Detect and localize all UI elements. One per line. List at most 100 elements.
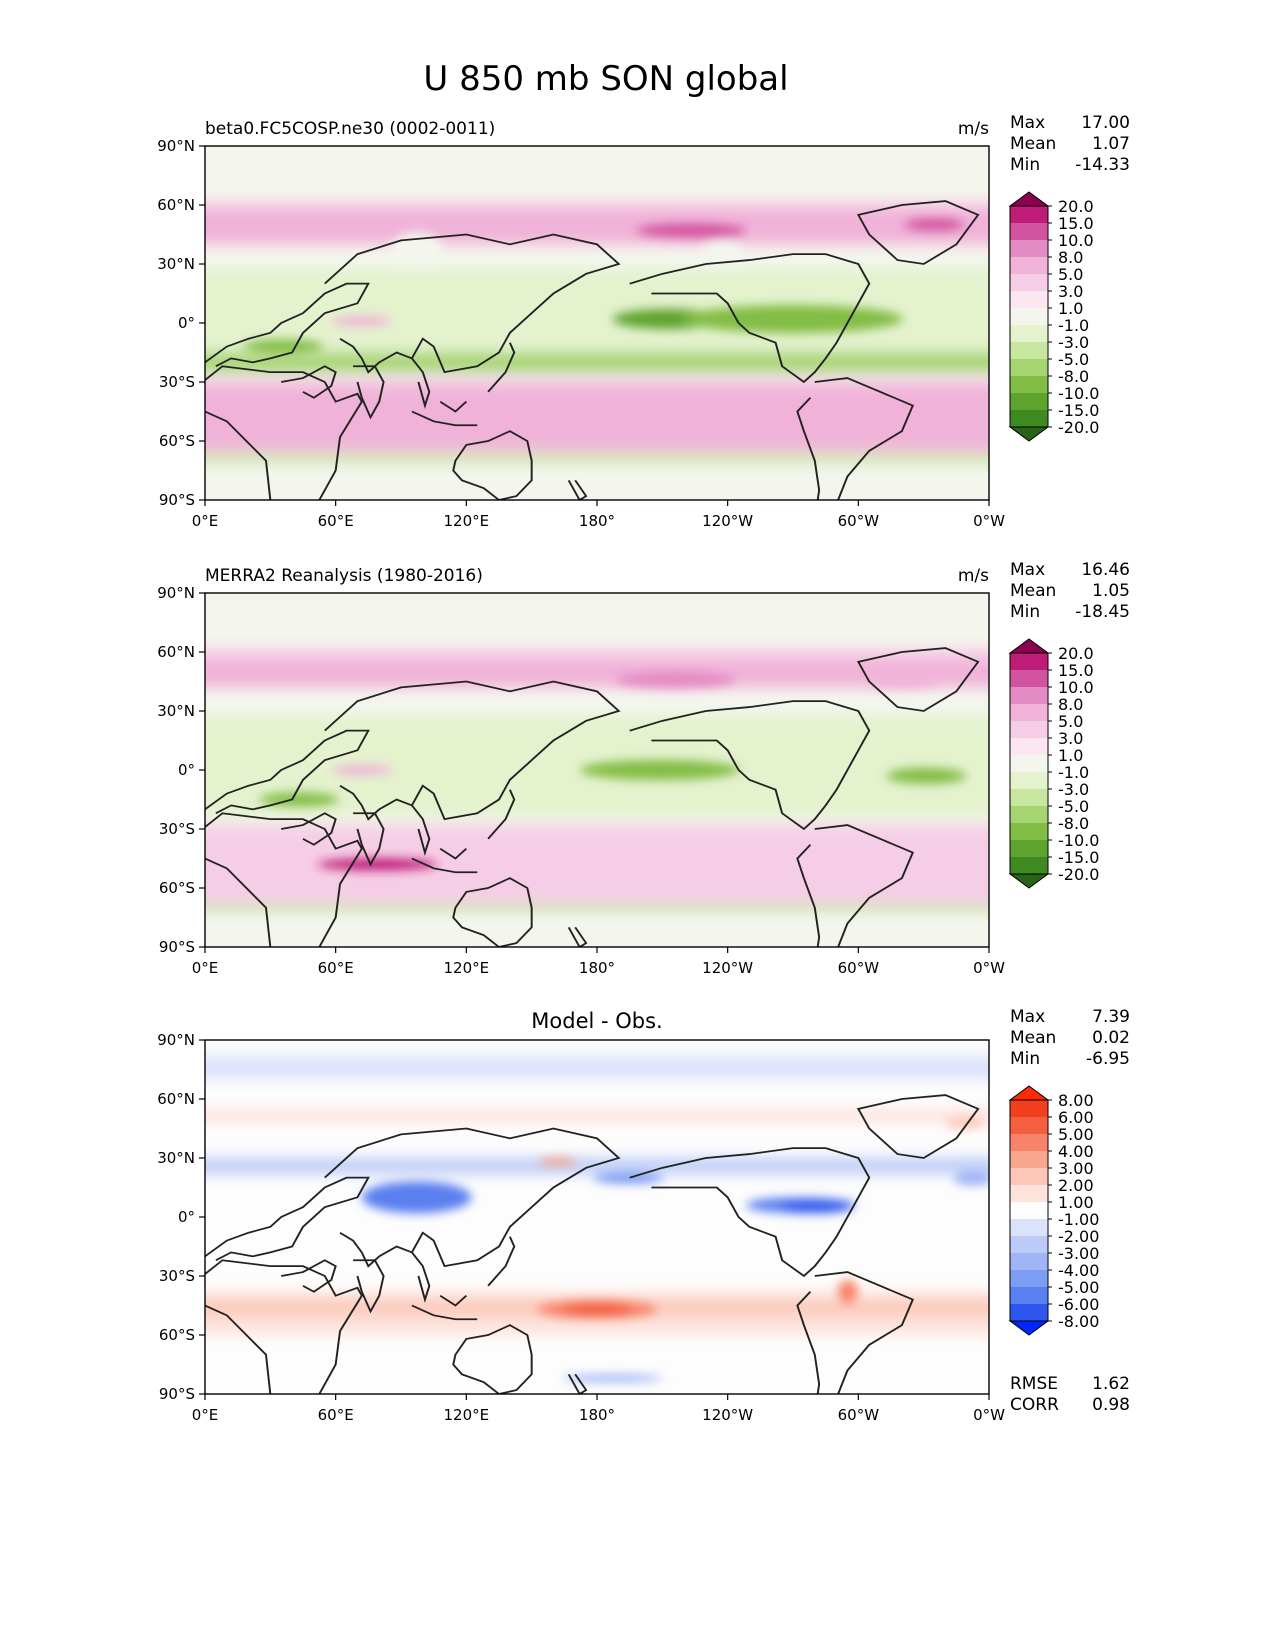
stat-label: Mean (1010, 134, 1056, 154)
panel-left-title: beta0.FC5COSP.ne30 (0002-0011) (205, 119, 495, 139)
lat-tick-label: 30°N (157, 702, 195, 720)
lon-tick-label: 120°W (702, 1406, 753, 1424)
lon-tick-label: 60°W (838, 512, 880, 530)
colorbar-label: 8.0 (1058, 248, 1083, 267)
colorbar: 20.015.010.08.05.03.01.0-1.0-3.0-5.0-8.0… (1008, 191, 1099, 442)
stat-value: 1.05 (1092, 581, 1130, 601)
panel-model-climatology: 90°N 60°N 30°N 0° 30°S 60°S 90°S 0°E 60°E 120°E 18… (157, 113, 1130, 530)
colorbar-label: 10.0 (1058, 678, 1094, 697)
lon-tick-label: 60°E (318, 959, 354, 977)
stat-value: 7.39 (1092, 1007, 1130, 1027)
colorbar-label: -15.0 (1058, 401, 1099, 420)
panel-left-title: MERRA2 Reanalysis (1980-2016) (205, 566, 483, 586)
colorbar-label: -20.0 (1058, 418, 1099, 437)
lat-tick-label: 30°S (159, 820, 195, 838)
colorbar-label: -1.0 (1058, 316, 1089, 335)
colorbar-label: 8.0 (1058, 695, 1083, 714)
map-field (205, 146, 989, 500)
stat-value: 17.00 (1081, 113, 1130, 133)
lon-tick-label: 0°E (192, 1406, 219, 1424)
lon-tick-label: 0°W (973, 512, 1005, 530)
lon-tick-label: 60°E (318, 1406, 354, 1424)
lon-tick-label: 60°W (838, 1406, 880, 1424)
lon-tick-label: 120°E (444, 512, 490, 530)
stat-label: Min (1010, 602, 1040, 622)
panel-units: m/s (958, 119, 989, 139)
colorbar-label: 1.00 (1058, 1193, 1094, 1212)
lat-tick-label: 90°S (159, 1385, 195, 1403)
stat-label: CORR (1010, 1395, 1059, 1415)
lon-tick-label: 180° (579, 959, 615, 977)
lat-tick-label: 60°N (157, 1090, 195, 1108)
stat-label: Min (1010, 1049, 1040, 1069)
lat-tick-label: 90°N (157, 137, 195, 155)
stat-value: 16.46 (1081, 560, 1130, 580)
colorbar-label: -8.00 (1058, 1312, 1099, 1331)
lat-tick-label: 60°S (159, 879, 195, 897)
colorbar-label: 15.0 (1058, 214, 1094, 233)
figure-title: U 850 mb SON global (423, 59, 788, 99)
colorbar-label: -4.00 (1058, 1261, 1099, 1280)
colorbar-label: -2.00 (1058, 1227, 1099, 1246)
stat-label: Mean (1010, 1028, 1056, 1048)
colorbar-label: -8.0 (1058, 367, 1089, 386)
colorbar-label: -6.00 (1058, 1295, 1099, 1314)
colorbar: 20.015.010.08.05.03.01.0-1.0-3.0-5.0-8.0… (1008, 638, 1099, 889)
colorbar-label: -5.0 (1058, 350, 1089, 369)
stat-label: Max (1010, 1007, 1045, 1027)
colorbar-label: 8.00 (1058, 1091, 1094, 1110)
colorbar-label: -15.0 (1058, 848, 1099, 867)
colorbar-label: -10.0 (1058, 384, 1099, 403)
colorbar-label: 4.00 (1058, 1142, 1094, 1161)
lon-tick-label: 180° (579, 512, 615, 530)
colorbar-label: -5.00 (1058, 1278, 1099, 1297)
lon-tick-label: 0°E (192, 959, 219, 977)
stat-label: RMSE (1010, 1374, 1058, 1394)
lat-tick-label: 30°N (157, 255, 195, 273)
lat-tick-label: 0° (178, 314, 195, 332)
stat-label: Max (1010, 560, 1045, 580)
stat-value: -6.95 (1086, 1049, 1130, 1069)
lat-tick-label: 30°S (159, 1267, 195, 1285)
lat-tick-label: 0° (178, 761, 195, 779)
lat-tick-label: 0° (178, 1208, 195, 1226)
lat-tick-label: 60°S (159, 432, 195, 450)
lat-tick-label: 90°N (157, 1031, 195, 1049)
stat-label: Min (1010, 155, 1040, 175)
lat-tick-label: 90°S (159, 938, 195, 956)
lon-tick-label: 120°W (702, 512, 753, 530)
stat-value: 1.62 (1092, 1374, 1130, 1394)
lon-tick-label: 120°E (444, 1406, 490, 1424)
stat-value: -14.33 (1075, 155, 1130, 175)
colorbar-label: -1.0 (1058, 763, 1089, 782)
colorbar-label: 1.0 (1058, 299, 1083, 318)
lon-tick-label: 0°E (192, 512, 219, 530)
colorbar-label: -5.0 (1058, 797, 1089, 816)
colorbar-label: 20.0 (1058, 197, 1094, 216)
stat-label: Max (1010, 113, 1045, 133)
lat-tick-label: 60°N (157, 196, 195, 214)
colorbar-label: -8.0 (1058, 814, 1089, 833)
colorbar-label: 5.0 (1058, 712, 1083, 731)
panel-units: m/s (958, 566, 989, 586)
colorbar-label: 5.00 (1058, 1125, 1094, 1144)
lon-tick-label: 60°W (838, 959, 880, 977)
colorbar-label: -3.0 (1058, 780, 1089, 799)
stat-value: 1.07 (1092, 134, 1130, 154)
lat-tick-label: 90°N (157, 584, 195, 602)
stat-value: 0.02 (1092, 1028, 1130, 1048)
lat-tick-label: 60°S (159, 1326, 195, 1344)
colorbar-label: 2.00 (1058, 1176, 1094, 1195)
stat-value: 0.98 (1092, 1395, 1130, 1415)
colorbar-label: 3.0 (1058, 729, 1083, 748)
lat-tick-label: 30°S (159, 373, 195, 391)
colorbar: 8.006.005.004.003.002.001.00-1.00-2.00-3… (1008, 1085, 1099, 1336)
colorbar-label: 1.0 (1058, 746, 1083, 765)
panel-center-title: Model - Obs. (531, 1009, 662, 1033)
lon-tick-label: 120°W (702, 959, 753, 977)
colorbar-label: -20.0 (1058, 865, 1099, 884)
lon-tick-label: 0°W (973, 959, 1005, 977)
colorbar-label: 6.00 (1058, 1108, 1094, 1127)
panel-model-minus-obs: 90°N 60°N 30°N 0° 30°S 60°S 90°S 0°E 60°E 120°E 18… (157, 1007, 1130, 1424)
colorbar-label: -3.00 (1058, 1244, 1099, 1263)
